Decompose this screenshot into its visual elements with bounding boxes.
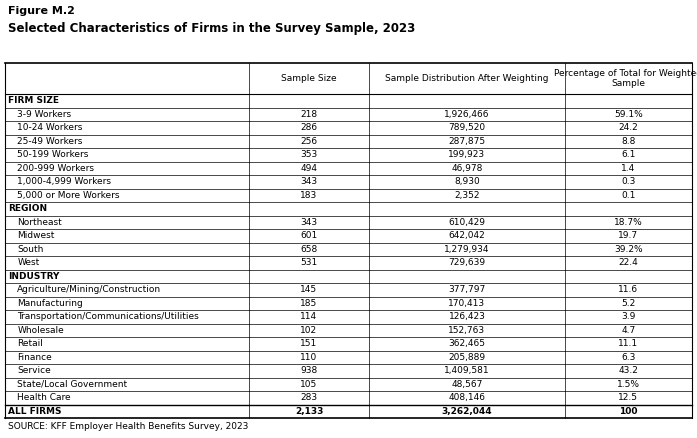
Text: 100: 100 bbox=[619, 407, 638, 416]
Text: 24.2: 24.2 bbox=[618, 123, 638, 132]
Text: 1.5%: 1.5% bbox=[617, 380, 640, 389]
Text: 200-999 Workers: 200-999 Workers bbox=[17, 164, 94, 173]
Text: 11.1: 11.1 bbox=[618, 339, 638, 348]
Text: Finance: Finance bbox=[17, 353, 52, 362]
Text: 8.8: 8.8 bbox=[621, 137, 636, 146]
Text: 126,423: 126,423 bbox=[449, 312, 485, 321]
Text: Percentage of Total for Weighted
Sample: Percentage of Total for Weighted Sample bbox=[554, 69, 697, 88]
Text: 6.1: 6.1 bbox=[621, 150, 636, 159]
Text: 2,352: 2,352 bbox=[454, 191, 480, 200]
Text: 183: 183 bbox=[300, 191, 318, 200]
Text: 43.2: 43.2 bbox=[618, 366, 638, 375]
Text: 8,930: 8,930 bbox=[454, 177, 480, 186]
Text: Wholesale: Wholesale bbox=[17, 326, 64, 335]
Text: 25-49 Workers: 25-49 Workers bbox=[17, 137, 83, 146]
Text: 1,279,934: 1,279,934 bbox=[444, 245, 490, 254]
Text: 353: 353 bbox=[300, 150, 318, 159]
Text: 283: 283 bbox=[300, 393, 318, 402]
Text: 729,639: 729,639 bbox=[448, 258, 486, 267]
Text: REGION: REGION bbox=[8, 204, 47, 213]
Text: 531: 531 bbox=[300, 258, 318, 267]
Text: 205,889: 205,889 bbox=[448, 353, 486, 362]
Text: 286: 286 bbox=[300, 123, 318, 132]
Text: 105: 105 bbox=[300, 380, 318, 389]
Text: 343: 343 bbox=[300, 218, 318, 227]
Text: ALL FIRMS: ALL FIRMS bbox=[8, 407, 62, 416]
Text: 494: 494 bbox=[300, 164, 318, 173]
Text: 11.6: 11.6 bbox=[618, 285, 638, 294]
Text: INDUSTRY: INDUSTRY bbox=[8, 272, 60, 281]
Text: FIRM SIZE: FIRM SIZE bbox=[8, 96, 59, 105]
Text: Midwest: Midwest bbox=[17, 231, 55, 240]
Text: 1,000-4,999 Workers: 1,000-4,999 Workers bbox=[17, 177, 112, 186]
Text: 408,146: 408,146 bbox=[448, 393, 486, 402]
Text: 343: 343 bbox=[300, 177, 318, 186]
Text: 789,520: 789,520 bbox=[448, 123, 486, 132]
Text: Figure M.2: Figure M.2 bbox=[8, 6, 75, 16]
Text: 362,465: 362,465 bbox=[448, 339, 486, 348]
Text: 22.4: 22.4 bbox=[618, 258, 638, 267]
Text: 218: 218 bbox=[300, 110, 318, 119]
Text: West: West bbox=[17, 258, 40, 267]
Text: 1.4: 1.4 bbox=[621, 164, 636, 173]
Text: 4.7: 4.7 bbox=[621, 326, 636, 335]
Text: 170,413: 170,413 bbox=[448, 299, 486, 308]
Text: 0.3: 0.3 bbox=[621, 177, 636, 186]
Text: 5.2: 5.2 bbox=[621, 299, 636, 308]
Text: 938: 938 bbox=[300, 366, 318, 375]
Text: 3-9 Workers: 3-9 Workers bbox=[17, 110, 72, 119]
Text: 6.3: 6.3 bbox=[621, 353, 636, 362]
Text: 287,875: 287,875 bbox=[448, 137, 486, 146]
Text: 3.9: 3.9 bbox=[621, 312, 636, 321]
Text: Sample Size: Sample Size bbox=[281, 74, 337, 83]
Text: 151: 151 bbox=[300, 339, 318, 348]
Text: 46,978: 46,978 bbox=[452, 164, 483, 173]
Text: 102: 102 bbox=[300, 326, 318, 335]
Text: 145: 145 bbox=[300, 285, 318, 294]
Text: 2,133: 2,133 bbox=[295, 407, 323, 416]
Text: Manufacturing: Manufacturing bbox=[17, 299, 83, 308]
Text: 10-24 Workers: 10-24 Workers bbox=[17, 123, 83, 132]
Text: 3,262,044: 3,262,044 bbox=[442, 407, 492, 416]
Text: 256: 256 bbox=[300, 137, 318, 146]
Text: Health Care: Health Care bbox=[17, 393, 71, 402]
Text: 110: 110 bbox=[300, 353, 318, 362]
Text: 1,926,466: 1,926,466 bbox=[444, 110, 490, 119]
Text: 0.1: 0.1 bbox=[621, 191, 636, 200]
Text: 152,763: 152,763 bbox=[448, 326, 486, 335]
Text: 59.1%: 59.1% bbox=[614, 110, 643, 119]
Text: Sample Distribution After Weighting: Sample Distribution After Weighting bbox=[385, 74, 549, 83]
Text: 19.7: 19.7 bbox=[618, 231, 638, 240]
Text: 12.5: 12.5 bbox=[618, 393, 638, 402]
Text: Service: Service bbox=[17, 366, 51, 375]
Text: South: South bbox=[17, 245, 44, 254]
Text: 5,000 or More Workers: 5,000 or More Workers bbox=[17, 191, 120, 200]
Text: Transportation/Communications/Utilities: Transportation/Communications/Utilities bbox=[17, 312, 199, 321]
Text: 50-199 Workers: 50-199 Workers bbox=[17, 150, 89, 159]
Text: 610,429: 610,429 bbox=[448, 218, 486, 227]
Text: 642,042: 642,042 bbox=[449, 231, 485, 240]
Text: Retail: Retail bbox=[17, 339, 43, 348]
Text: Selected Characteristics of Firms in the Survey Sample, 2023: Selected Characteristics of Firms in the… bbox=[8, 22, 415, 35]
Text: Agriculture/Mining/Construction: Agriculture/Mining/Construction bbox=[17, 285, 162, 294]
Text: 48,567: 48,567 bbox=[452, 380, 483, 389]
Text: 658: 658 bbox=[300, 245, 318, 254]
Text: SOURCE: KFF Employer Health Benefits Survey, 2023: SOURCE: KFF Employer Health Benefits Sur… bbox=[8, 422, 248, 431]
Text: Northeast: Northeast bbox=[17, 218, 62, 227]
Text: 1,409,581: 1,409,581 bbox=[444, 366, 490, 375]
Text: 114: 114 bbox=[300, 312, 318, 321]
Text: State/Local Government: State/Local Government bbox=[17, 380, 128, 389]
Text: 185: 185 bbox=[300, 299, 318, 308]
Text: 199,923: 199,923 bbox=[448, 150, 486, 159]
Text: 601: 601 bbox=[300, 231, 318, 240]
Text: 18.7%: 18.7% bbox=[614, 218, 643, 227]
Text: 377,797: 377,797 bbox=[448, 285, 486, 294]
Text: 39.2%: 39.2% bbox=[614, 245, 643, 254]
